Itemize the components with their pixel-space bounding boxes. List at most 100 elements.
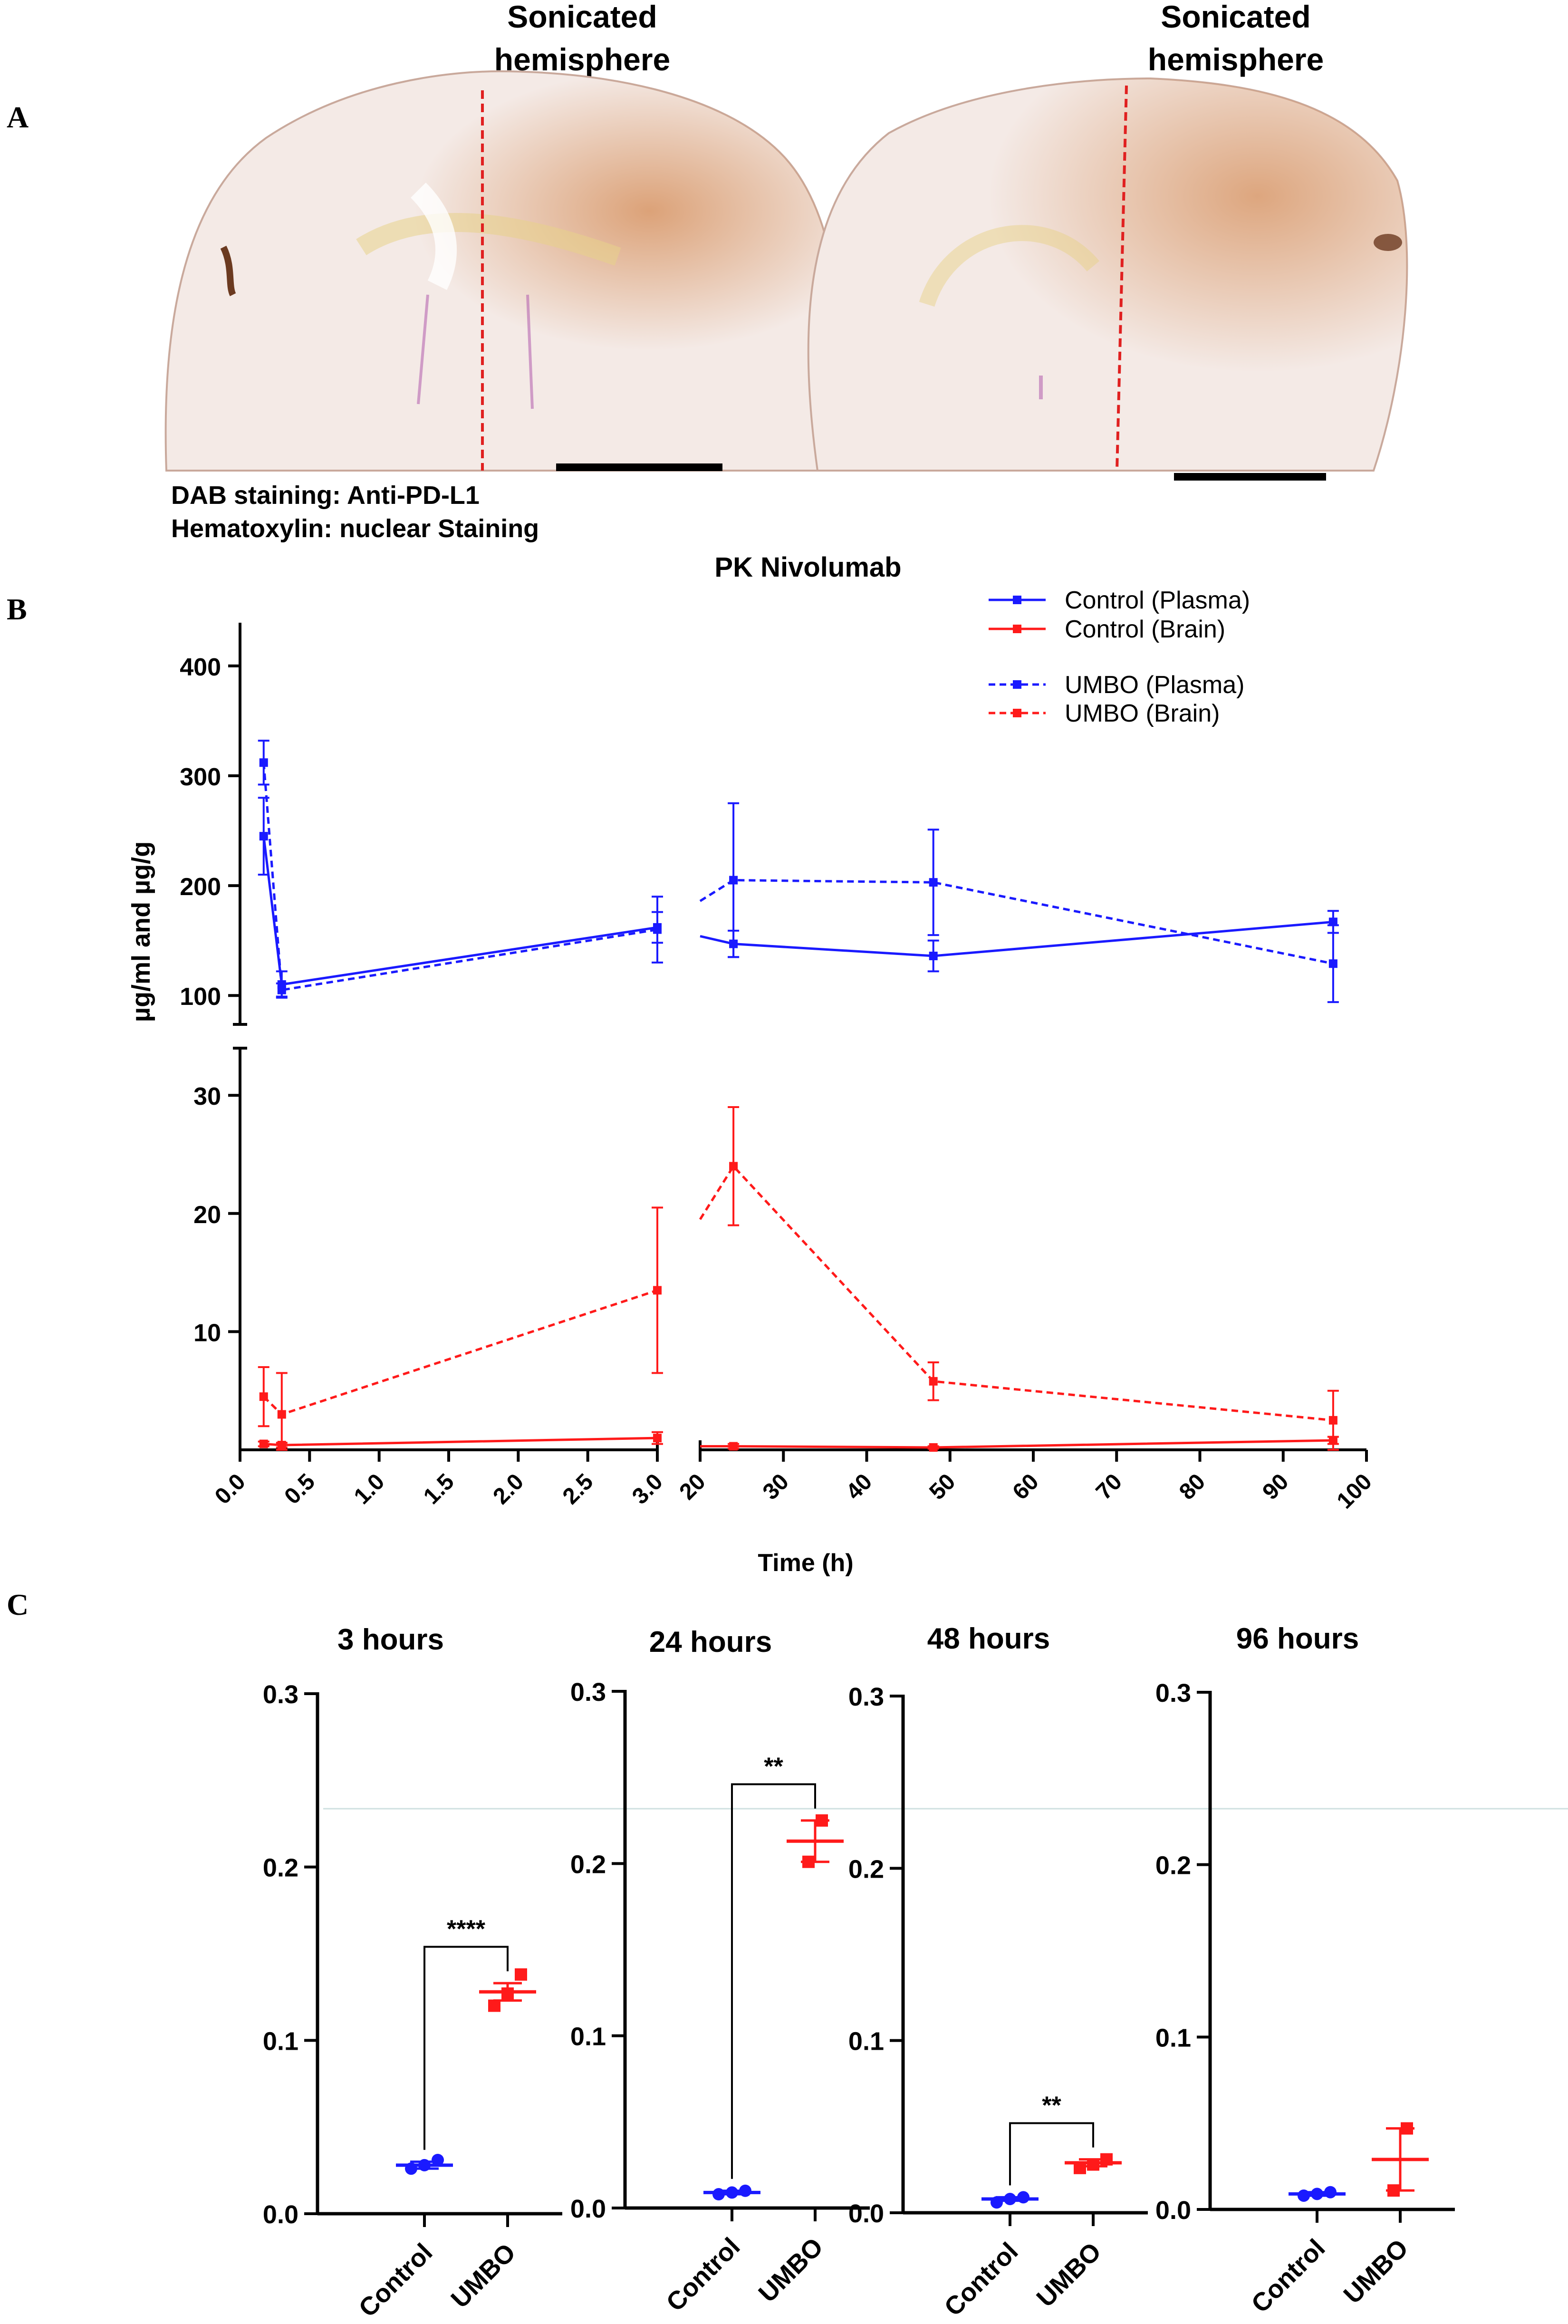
y-tick-label: 0.2 <box>1155 1851 1191 1880</box>
data-point <box>739 2184 751 2197</box>
group-control <box>703 2184 760 2201</box>
dot-chart-48-hours: 48 hours 0.0 0.1 0.2 0.3 Control UMBO ** <box>848 1622 1148 2322</box>
data-point <box>653 1286 662 1295</box>
dot-chart-title: 48 hours <box>927 1622 1050 1655</box>
x-tick-label: 100 <box>1332 1469 1377 1514</box>
y-tick-label: 0.1 <box>848 2027 884 2056</box>
panel-b: B PK Nivolumab 10 20 30 100 200 300 400 0.0 0.5 1… <box>7 552 1377 1577</box>
data-point <box>712 2188 725 2201</box>
x-tick-label: 0.5 <box>279 1469 320 1509</box>
data-point <box>653 925 662 934</box>
x-tick-label: 50 <box>924 1469 960 1504</box>
legend-label: Control (Plasma) <box>1065 587 1250 614</box>
dot-chart-title: 3 hours <box>337 1623 444 1656</box>
data-point <box>991 2196 1003 2209</box>
legend-marker <box>1013 680 1021 689</box>
y-tick-label: 10 <box>193 1319 221 1347</box>
y-tick-label: 100 <box>180 983 221 1011</box>
x-tick-label: UMBO <box>1338 2234 1414 2309</box>
significance-label: **** <box>447 1916 486 1943</box>
y-tick-label: 0.2 <box>263 1854 298 1882</box>
x-tick-label: UMBO <box>445 2238 521 2314</box>
legend-dab-staining: DAB staining: Anti-PD-L1 <box>171 481 480 510</box>
x-tick-label: Control <box>661 2232 745 2317</box>
data-point <box>653 1434 662 1443</box>
panel-letter-c: C <box>7 1588 29 1621</box>
data-point <box>277 1410 286 1419</box>
y-tick-label: 0.0 <box>1155 2196 1191 2225</box>
data-point <box>929 878 938 887</box>
data-point <box>1387 2184 1400 2197</box>
panel-a-title-right-line2: hemisphere <box>1148 42 1324 77</box>
series-line <box>263 1289 658 1416</box>
panel-letter-b: B <box>7 592 27 626</box>
data-point <box>405 2162 417 2175</box>
series-umbo-brain- <box>258 1106 1339 1451</box>
group-control <box>396 2153 453 2175</box>
y-tick-label: 0.2 <box>848 1855 884 1883</box>
data-point <box>259 1439 268 1448</box>
data-point <box>1100 2153 1113 2166</box>
data-point <box>277 985 286 994</box>
series-line <box>700 1439 1333 1449</box>
data-point <box>1087 2158 1099 2171</box>
scale-bar-label-right: 2.5 mm <box>1178 475 1192 480</box>
x-tick-label: 30 <box>758 1469 794 1504</box>
scale-bar-left <box>556 463 722 471</box>
x-tick-label: UMBO <box>753 2232 828 2308</box>
data-point <box>729 1442 738 1451</box>
panel-a-title-left-line1: Sonicated <box>507 0 657 34</box>
series-line <box>263 1437 658 1446</box>
x-tick-label: Control <box>1246 2234 1330 2318</box>
significance-bracket <box>731 1783 816 2179</box>
data-point <box>726 2186 738 2199</box>
y-tick-label: 0.1 <box>1155 2024 1191 2052</box>
x-tick-label: 2.0 <box>488 1469 529 1509</box>
panel-a-title-right-line1: Sonicated <box>1161 0 1310 34</box>
dot-chart-24-hours: 24 hours 0.0 0.1 0.2 0.3 Control UMBO ** <box>570 1626 870 2317</box>
dot-chart-title: 96 hours <box>1236 1622 1359 1655</box>
y-tick-label: 30 <box>193 1083 221 1110</box>
x-tick-label: Control <box>939 2237 1023 2322</box>
x-tick-label: 70 <box>1091 1469 1127 1504</box>
pk-legend: Control (Plasma)Control (Brain) UMBO (Pla… <box>989 587 1250 727</box>
data-point <box>816 1814 828 1827</box>
x-tick-label: 90 <box>1258 1469 1293 1504</box>
data-point <box>432 2153 444 2166</box>
legend-label: UMBO (Brain) <box>1065 700 1220 727</box>
legend-hematoxylin: Hematoxylin: nuclear Staining <box>171 514 539 543</box>
legend-label: Control (Brain) <box>1065 616 1225 643</box>
pk-chart-title: PK Nivolumab <box>714 552 901 583</box>
data-point <box>259 1392 268 1401</box>
x-tick-label: 0.0 <box>210 1469 250 1509</box>
x-tick-label: 80 <box>1174 1469 1210 1504</box>
y-tick-label: 200 <box>180 873 221 901</box>
data-point <box>515 1968 527 1981</box>
group-control <box>981 2191 1039 2209</box>
y-tick-label: 300 <box>180 763 221 791</box>
scale-bar-right <box>1174 473 1326 481</box>
y-axis-label: µg/ml and µg/g <box>127 841 155 1022</box>
panel-a: A Sonicated hemisphere Sonicated hemisph… <box>7 0 1408 543</box>
y-tick-label: 0.2 <box>570 1850 606 1879</box>
data-point <box>1311 2188 1323 2200</box>
data-point <box>729 876 738 885</box>
hemisphere-divider-right <box>1116 85 1128 471</box>
y-tick-label: 0.3 <box>1155 1679 1191 1707</box>
data-point <box>929 952 938 961</box>
data-point <box>1074 2161 1086 2174</box>
y-tick-label: 0.3 <box>263 1680 298 1709</box>
group-umbo <box>787 1814 844 1868</box>
x-tick-label: 60 <box>1008 1469 1044 1504</box>
series-line <box>699 879 1334 965</box>
data-point <box>501 1987 514 2000</box>
x-tick-label: 40 <box>841 1469 877 1504</box>
data-point <box>929 1377 938 1386</box>
x-tick-label: Control <box>353 2238 438 2323</box>
series-umbo-plasma- <box>258 740 1339 1003</box>
y-tick-label: 0.3 <box>848 1683 884 1711</box>
